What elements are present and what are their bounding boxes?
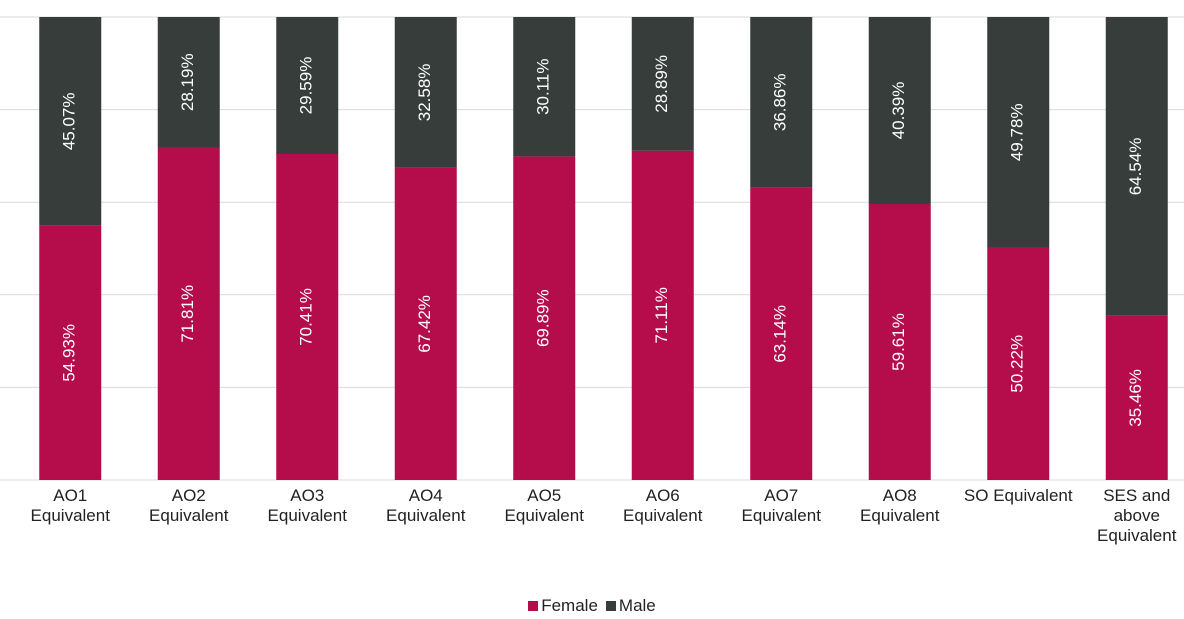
bar-segment bbox=[750, 187, 813, 480]
bar-segment bbox=[1105, 17, 1168, 316]
value-label: 50.22% bbox=[1008, 335, 1027, 393]
bar-segment bbox=[868, 204, 931, 480]
value-label: 35.46% bbox=[1126, 369, 1145, 427]
x-tick-label: AO1 Equivalent bbox=[30, 486, 110, 525]
legend-label: Female bbox=[541, 596, 598, 615]
bar-segment bbox=[513, 156, 576, 480]
bar-segment bbox=[750, 17, 813, 188]
x-tick-label: AO4 Equivalent bbox=[386, 486, 466, 525]
bar-segment bbox=[276, 154, 339, 480]
bar-segment bbox=[868, 17, 931, 205]
value-label: 67.42% bbox=[415, 295, 434, 353]
value-label: 29.59% bbox=[297, 57, 316, 115]
value-label: 28.89% bbox=[652, 55, 671, 113]
bar-segment bbox=[987, 247, 1050, 480]
x-tick-label: AO7 Equivalent bbox=[741, 486, 821, 525]
x-tick-label: AO3 Equivalent bbox=[267, 486, 347, 525]
value-label: 45.07% bbox=[60, 93, 79, 151]
legend-swatch bbox=[528, 601, 539, 611]
bar-segment bbox=[157, 147, 220, 480]
value-label: 49.78% bbox=[1008, 103, 1027, 161]
x-tick-label: SES and above Equivalent bbox=[1097, 486, 1177, 545]
bar-segment bbox=[394, 17, 457, 168]
bar-segment bbox=[394, 167, 457, 480]
value-label: 69.89% bbox=[534, 289, 553, 347]
legend-item: Female bbox=[528, 596, 598, 615]
legend-label: Male bbox=[618, 596, 656, 615]
bar-segment bbox=[631, 17, 694, 151]
value-label: 54.93% bbox=[60, 324, 79, 382]
bar-segment bbox=[987, 17, 1050, 248]
legend-item: Male bbox=[605, 596, 656, 615]
bar-segment bbox=[39, 17, 102, 226]
value-label: 28.19% bbox=[178, 53, 197, 111]
legend-swatch bbox=[605, 601, 616, 611]
value-label: 30.11% bbox=[534, 59, 553, 115]
legend: Female Male bbox=[0, 596, 1184, 616]
bar-segment bbox=[276, 17, 339, 155]
value-label: 63.14% bbox=[771, 305, 790, 363]
bar-segment bbox=[513, 17, 576, 157]
value-label: 36.86% bbox=[771, 73, 790, 131]
value-label: 71.81% bbox=[178, 285, 197, 343]
bar-segment bbox=[1105, 315, 1168, 480]
bar-segment bbox=[157, 17, 220, 148]
value-label: 70.41% bbox=[297, 288, 316, 346]
value-label: 40.39% bbox=[889, 82, 908, 140]
x-tick-label: SO Equivalent bbox=[963, 486, 1073, 505]
x-tick-label: AO5 Equivalent bbox=[504, 486, 584, 525]
value-label: 59.61% bbox=[889, 313, 908, 371]
value-label: 32.58% bbox=[415, 64, 434, 122]
x-tick-label: AO2 Equivalent bbox=[149, 486, 229, 525]
bar-segment bbox=[631, 150, 694, 481]
x-tick-label: AO8 Equivalent bbox=[860, 486, 940, 525]
value-label: 71.11% bbox=[652, 287, 671, 343]
bar-segment bbox=[39, 225, 102, 480]
x-tick-label: AO6 Equivalent bbox=[623, 486, 703, 525]
value-label: 64.54% bbox=[1126, 138, 1145, 196]
